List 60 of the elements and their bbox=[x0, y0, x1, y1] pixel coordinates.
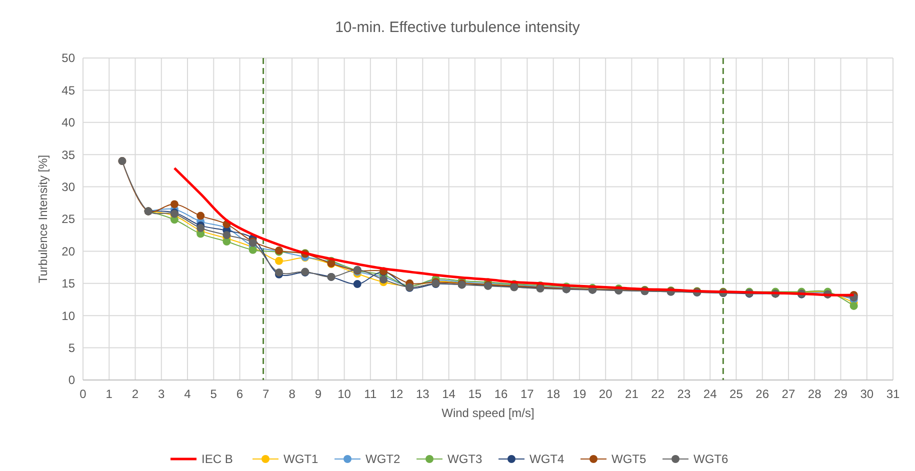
x-tick-label: 23 bbox=[677, 387, 691, 401]
y-tick-label: 35 bbox=[62, 148, 76, 162]
y-axis-title: Turbulence Intensity [%] bbox=[36, 154, 50, 284]
y-tick-label: 50 bbox=[62, 51, 76, 66]
point bbox=[379, 276, 388, 284]
legend-label: WGT1 bbox=[284, 452, 318, 466]
point bbox=[353, 280, 362, 288]
x-tick-label: 14 bbox=[442, 387, 456, 401]
point bbox=[170, 200, 178, 208]
x-tick-label: 31 bbox=[886, 387, 900, 401]
legend-label: WGT4 bbox=[530, 452, 564, 466]
legend-label: WGT5 bbox=[612, 452, 646, 466]
y-tick-label: 15 bbox=[62, 276, 76, 291]
chart-title: 10-min. Effective turbulence intensity bbox=[335, 19, 580, 36]
x-tick-label: 30 bbox=[860, 387, 874, 401]
x-tick-label: 26 bbox=[756, 387, 770, 401]
y-tick-label: 45 bbox=[62, 83, 76, 98]
x-tick-label: 6 bbox=[236, 387, 244, 401]
x-tick-label: 7 bbox=[262, 387, 270, 401]
x-tick-label: 1 bbox=[106, 387, 113, 401]
x-tick-label: 4 bbox=[184, 387, 192, 401]
x-tick-label: 13 bbox=[416, 387, 430, 401]
legend-label: WGT2 bbox=[366, 452, 400, 466]
x-tick-label: 18 bbox=[546, 387, 560, 401]
point bbox=[274, 256, 283, 265]
x-tick-label: 25 bbox=[730, 387, 744, 401]
y-tick-label: 10 bbox=[62, 308, 76, 323]
x-tick-label: 27 bbox=[782, 387, 796, 401]
x-tick-label: 17 bbox=[520, 387, 534, 401]
x-tick-label: 16 bbox=[494, 387, 508, 401]
x-tick-label: 20 bbox=[598, 387, 613, 401]
x-tick-label: 29 bbox=[834, 387, 848, 401]
legend-label: IEC B bbox=[202, 452, 233, 466]
legend-label: WGT6 bbox=[694, 452, 728, 466]
x-tick-label: 3 bbox=[158, 387, 166, 401]
x-tick-label: 21 bbox=[625, 387, 639, 401]
x-tick-label: 15 bbox=[468, 387, 482, 401]
y-tick-label: 5 bbox=[68, 341, 76, 355]
x-tick-label: 0 bbox=[80, 387, 87, 401]
y-tick-label: 30 bbox=[62, 180, 76, 194]
x-tick-label: 28 bbox=[808, 387, 822, 401]
x-tick-label: 2 bbox=[132, 387, 139, 401]
x-axis-title: Wind speed [m/s] bbox=[442, 406, 534, 420]
point bbox=[248, 246, 257, 254]
y-tick-label: 25 bbox=[62, 212, 76, 226]
x-tick-label: 24 bbox=[703, 387, 718, 401]
x-tick-label: 19 bbox=[572, 387, 586, 401]
x-tick-label: 8 bbox=[288, 387, 296, 401]
x-tick-label: 11 bbox=[364, 387, 377, 401]
y-tick-label: 0 bbox=[68, 373, 76, 388]
x-tick-label: 12 bbox=[390, 387, 404, 401]
x-tick-label: 10 bbox=[338, 387, 352, 401]
x-tick-label: 5 bbox=[210, 387, 218, 401]
x-tick-label: 22 bbox=[651, 387, 665, 401]
x-tick-label: 9 bbox=[314, 387, 322, 401]
y-tick-label: 40 bbox=[62, 116, 76, 130]
point bbox=[196, 224, 205, 232]
legend-label: WGT3 bbox=[448, 452, 482, 466]
y-tick-label: 20 bbox=[62, 244, 76, 258]
point bbox=[196, 212, 205, 220]
